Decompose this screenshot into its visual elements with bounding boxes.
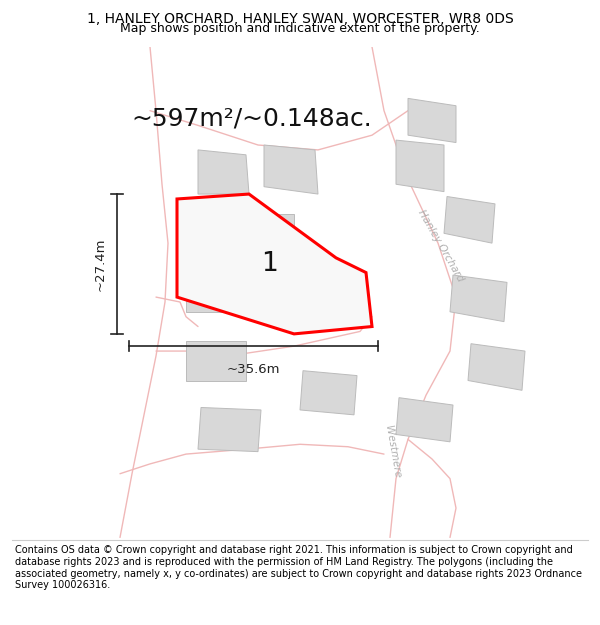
Text: ~597m²/~0.148ac.: ~597m²/~0.148ac. [131, 106, 373, 130]
Polygon shape [198, 408, 261, 452]
Polygon shape [264, 145, 318, 194]
Text: Westmere: Westmere [383, 424, 403, 479]
Text: ~35.6m: ~35.6m [227, 363, 280, 376]
Polygon shape [396, 398, 453, 442]
Polygon shape [450, 275, 507, 322]
Polygon shape [468, 344, 525, 390]
Polygon shape [198, 150, 249, 194]
Polygon shape [444, 196, 495, 243]
Text: Contains OS data © Crown copyright and database right 2021. This information is : Contains OS data © Crown copyright and d… [15, 546, 582, 590]
Polygon shape [186, 214, 294, 312]
Text: Hanley Orchard: Hanley Orchard [416, 208, 466, 283]
Text: Map shows position and indicative extent of the property.: Map shows position and indicative extent… [120, 22, 480, 35]
Polygon shape [186, 341, 246, 381]
Polygon shape [300, 371, 357, 415]
Polygon shape [396, 140, 444, 192]
Polygon shape [177, 194, 372, 334]
Polygon shape [408, 98, 456, 142]
Text: 1: 1 [261, 251, 278, 277]
Text: 1, HANLEY ORCHARD, HANLEY SWAN, WORCESTER, WR8 0DS: 1, HANLEY ORCHARD, HANLEY SWAN, WORCESTE… [86, 12, 514, 26]
Text: ~27.4m: ~27.4m [93, 238, 106, 291]
